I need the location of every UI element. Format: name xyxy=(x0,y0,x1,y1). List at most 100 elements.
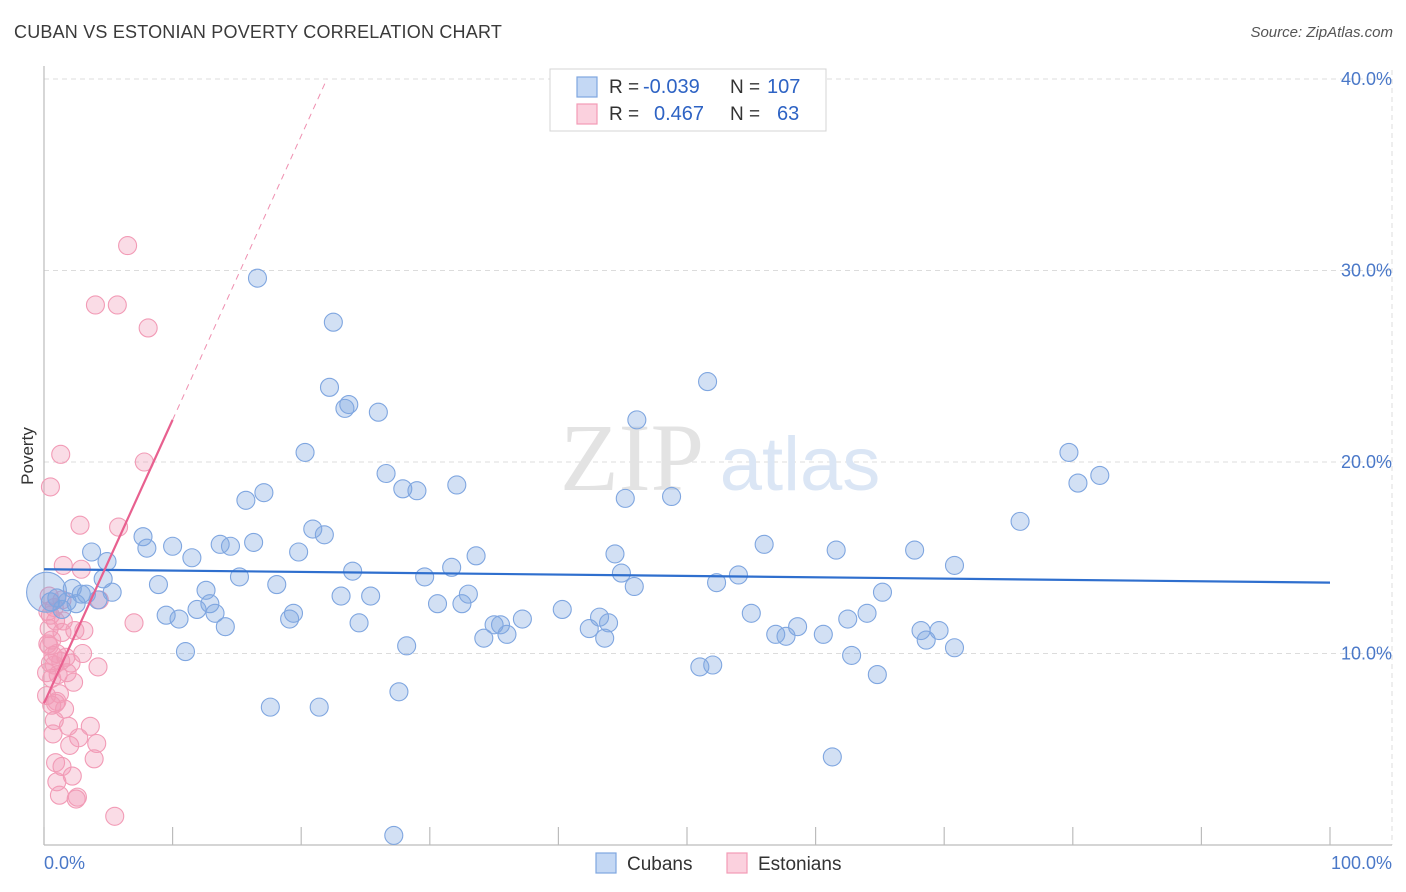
watermark: ZIP atlas xyxy=(560,404,880,511)
series-legend: Cubans Estonians xyxy=(595,852,841,875)
cubans-point xyxy=(319,377,340,397)
cubans-point xyxy=(254,483,274,503)
legend-cubans-swatch xyxy=(595,852,617,874)
cubans-point xyxy=(393,479,413,499)
cubans-point xyxy=(662,486,682,507)
cubans-point xyxy=(260,697,280,717)
cubans-point xyxy=(137,538,157,558)
cubans-point xyxy=(376,463,396,484)
cubans-point xyxy=(944,638,965,658)
estonians-points xyxy=(37,236,158,826)
cubans-point xyxy=(244,532,264,552)
cubans-point xyxy=(427,594,448,614)
cubans-point xyxy=(361,586,381,606)
cubans-point xyxy=(82,542,102,562)
estonians-point xyxy=(88,657,108,677)
cubans-point xyxy=(62,578,82,598)
cubans-point xyxy=(148,575,169,595)
cubans-point xyxy=(133,527,153,547)
cubans-point xyxy=(1068,473,1088,493)
cubans-point xyxy=(102,582,122,602)
estonians-point xyxy=(85,295,105,315)
estonians-point xyxy=(107,295,127,315)
estonians-point xyxy=(67,787,87,807)
cubans-point xyxy=(71,584,91,604)
cubans-point xyxy=(916,630,936,650)
cubans-point xyxy=(349,613,369,633)
cubans-point xyxy=(289,542,309,562)
cubans-point xyxy=(66,594,86,614)
legend-cubans-label: Cubans xyxy=(627,854,693,875)
estonians-point xyxy=(46,611,66,631)
cubans-point xyxy=(280,609,300,629)
cubans-point xyxy=(595,628,615,648)
cubans-r-value: -0.039 xyxy=(643,76,700,98)
cubans-point xyxy=(788,617,808,637)
cubans-point xyxy=(1090,465,1110,485)
cubans-point xyxy=(163,536,183,556)
cubans-point xyxy=(611,563,631,583)
cubans-point xyxy=(905,540,925,560)
cubans-point xyxy=(182,548,202,568)
cubans-point xyxy=(200,594,220,614)
estonians-r-value: 0.467 xyxy=(654,103,704,125)
estonians-n-label: N = xyxy=(730,104,760,125)
cubans-point xyxy=(1059,442,1079,462)
cubans-point xyxy=(754,534,774,554)
estonians-point xyxy=(124,613,144,633)
estonians-r-label: R = xyxy=(609,104,639,125)
estonians-swatch xyxy=(576,103,598,125)
cubans-point xyxy=(842,645,862,665)
grid xyxy=(44,70,1393,845)
cubans-point xyxy=(97,552,117,572)
estonians-point xyxy=(39,586,59,606)
cubans-point xyxy=(590,607,610,627)
cubans-point xyxy=(339,394,359,415)
cubans-point xyxy=(484,615,504,635)
estonians-point xyxy=(64,672,84,692)
cubans-point xyxy=(497,624,517,644)
cubans-point xyxy=(267,575,287,595)
axes xyxy=(43,66,1392,846)
cubans-point xyxy=(314,525,334,545)
cubans-point xyxy=(452,594,472,614)
watermark-atlas: atlas xyxy=(720,422,881,507)
cubans-point xyxy=(323,312,343,332)
cubans-point xyxy=(156,605,176,625)
cubans-point xyxy=(384,825,404,845)
cubans-point xyxy=(703,655,723,675)
cubans-point xyxy=(813,624,833,644)
legend-estonians-swatch xyxy=(726,852,748,874)
cubans-point xyxy=(220,536,241,556)
estonians-point xyxy=(55,699,75,719)
cubans-point xyxy=(615,488,635,508)
trend-lines xyxy=(42,78,1331,704)
stats-legend: R = -0.039 N = 107 R = 0.467 N = 63 xyxy=(549,68,827,132)
cubans-point xyxy=(458,584,478,604)
cubans-r-label: R = xyxy=(609,77,639,98)
cubans-point xyxy=(236,490,256,510)
cubans-point xyxy=(26,571,68,613)
cubans-point xyxy=(442,557,462,577)
cubans-point xyxy=(826,540,846,560)
estonians-point xyxy=(46,753,66,773)
cubans-point xyxy=(627,410,647,430)
estonians-point xyxy=(47,691,67,711)
cubans-point xyxy=(552,599,572,620)
estonians-point xyxy=(38,634,58,654)
estonians-point xyxy=(69,728,89,748)
estonians-point xyxy=(84,749,104,769)
estonians-n-value: 63 xyxy=(777,103,799,125)
estonians-point xyxy=(51,444,71,464)
cubans-n-label: N = xyxy=(730,77,760,98)
cubans-point xyxy=(822,747,842,767)
legend-estonians-label: Estonians xyxy=(758,854,841,875)
y-tick-label: 20.0% xyxy=(1341,452,1392,472)
cubans-point xyxy=(838,609,858,629)
estonians-point xyxy=(87,733,107,754)
estonians-point xyxy=(39,619,59,639)
cubans-points xyxy=(26,268,1110,845)
cubans-point xyxy=(944,555,965,575)
cubans-point xyxy=(335,398,355,418)
estonians-point xyxy=(73,643,93,664)
